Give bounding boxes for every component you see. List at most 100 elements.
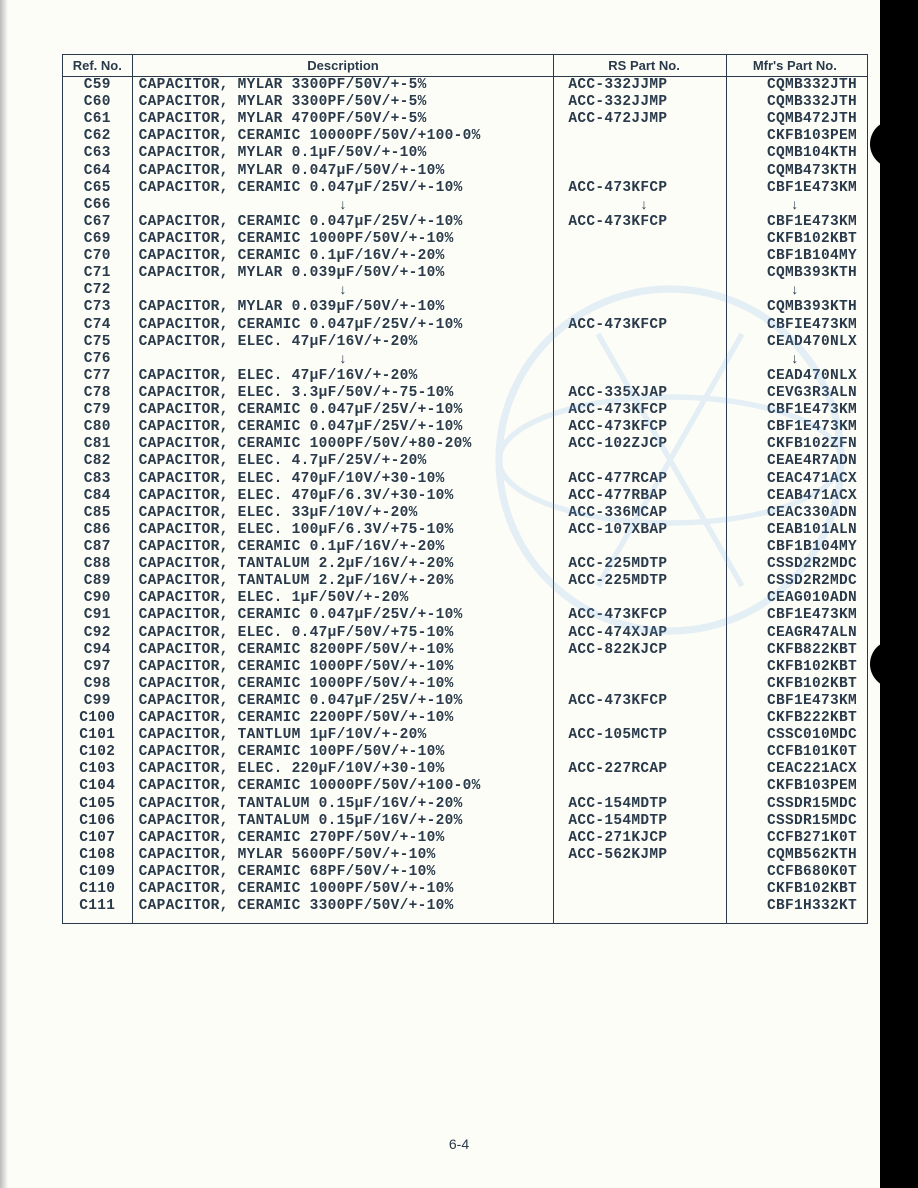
cell-mfrpart: CSSDR15MDC [726, 796, 867, 813]
cell-ref: C84 [63, 488, 133, 505]
cell-rspart: ACC-822KJCP [554, 642, 726, 659]
table-row: C82CAPACITOR, ELEC. 4.7µF/25V/+-20%CEAE4… [63, 453, 868, 470]
cell-desc: CAPACITOR, MYLAR 0.039µF/50V/+-10% [132, 299, 554, 316]
header-mfrpart: Mfr's Part No. [726, 55, 867, 77]
cell-rspart [554, 864, 726, 881]
table-row: C105CAPACITOR, TANTALUM 0.15µF/16V/+-20%… [63, 796, 868, 813]
cell-rspart [554, 368, 726, 385]
cell-desc: CAPACITOR, CERAMIC 0.047µF/25V/+-10% [132, 180, 554, 197]
cell-ref: C87 [63, 539, 133, 556]
table-row: C108CAPACITOR, MYLAR 5600PF/50V/+-10%ACC… [63, 847, 868, 864]
cell-ref: C79 [63, 402, 133, 419]
cell-mfrpart: CQMB472JTH [726, 111, 867, 128]
table-row: C72↓↓ [63, 282, 868, 299]
cell-desc: CAPACITOR, CERAMIC 2200PF/50V/+-10% [132, 710, 554, 727]
table-row: C101CAPACITOR, TANTLUM 1µF/10V/+-20%ACC-… [63, 727, 868, 744]
cell-rspart: ACC-472JJMP [554, 111, 726, 128]
down-arrow-icon: ↓ [568, 199, 719, 213]
cell-rspart [554, 710, 726, 727]
cell-desc: CAPACITOR, CERAMIC 100PF/50V/+-10% [132, 744, 554, 761]
cell-rspart: ACC-562KJMP [554, 847, 726, 864]
table-row: C61CAPACITOR, MYLAR 4700PF/50V/+-5%ACC-4… [63, 111, 868, 128]
cell-rspart [554, 590, 726, 607]
cell-rspart: ACC-473KFCP [554, 317, 726, 334]
cell-desc: CAPACITOR, TANTLUM 1µF/10V/+-20% [132, 727, 554, 744]
page: Ref. No. Description RS Part No. Mfr's P… [0, 0, 918, 1188]
cell-ref: C85 [63, 505, 133, 522]
cell-mfrpart: CKFB102KBT [726, 231, 867, 248]
cell-ref: C78 [63, 385, 133, 402]
cell-mfrpart: CBF1E473KM [726, 419, 867, 436]
table-row: C81CAPACITOR, CERAMIC 1000PF/50V/+80-20%… [63, 436, 868, 453]
table-header: Ref. No. Description RS Part No. Mfr's P… [63, 55, 868, 77]
cell-mfrpart: CKFB102KBT [726, 659, 867, 676]
cell-mfrpart: CBF1E473KM [726, 607, 867, 624]
cell-ref: C67 [63, 214, 133, 231]
cell-ref: C98 [63, 676, 133, 693]
cell-desc: CAPACITOR, ELEC. 4.7µF/25V/+-20% [132, 453, 554, 470]
parts-table: Ref. No. Description RS Part No. Mfr's P… [62, 54, 868, 924]
cell-desc: CAPACITOR, ELEC. 3.3µF/50V/+-75-10% [132, 385, 554, 402]
cell-rspart [554, 231, 726, 248]
table-row: C104CAPACITOR, CERAMIC 10000PF/50V/+100-… [63, 778, 868, 795]
cell-ref: C99 [63, 693, 133, 710]
cell-ref: C60 [63, 94, 133, 111]
cell-ref: C74 [63, 317, 133, 334]
cell-desc: CAPACITOR, CERAMIC 0.047µF/25V/+-10% [132, 607, 554, 624]
cell-ref: C88 [63, 556, 133, 573]
table-row: C63CAPACITOR, MYLAR 0.1µF/50V/+-10%CQMB1… [63, 145, 868, 162]
cell-rspart: ACC-107XBAP [554, 522, 726, 539]
cell-mfrpart: CEAG010ADN [726, 590, 867, 607]
cell-rspart [554, 299, 726, 316]
table-row: C107CAPACITOR, CERAMIC 270PF/50V/+-10%AC… [63, 830, 868, 847]
cell-rspart: ACC-477RBAP [554, 488, 726, 505]
cell-mfrpart: CBF1E473KM [726, 214, 867, 231]
cell-mfrpart: CQMB393KTH [726, 299, 867, 316]
cell-rspart: ACC-473KFCP [554, 607, 726, 624]
cell-desc: CAPACITOR, ELEC. 220µF/10V/+30-10% [132, 761, 554, 778]
cell-mfrpart: CEAB471ACX [726, 488, 867, 505]
cell-rspart [554, 539, 726, 556]
cell-desc: CAPACITOR, CERAMIC 0.047µF/25V/+-10% [132, 214, 554, 231]
cell-mfrpart: CCFB101K0T [726, 744, 867, 761]
table-row: C97CAPACITOR, CERAMIC 1000PF/50V/+-10%CK… [63, 659, 868, 676]
down-arrow-icon: ↓ [733, 284, 857, 298]
cell-ref: C69 [63, 231, 133, 248]
cell-mfrpart: CKFB222KBT [726, 710, 867, 727]
cell-ref: C92 [63, 625, 133, 642]
cell-desc: CAPACITOR, CERAMIC 1000PF/50V/+-10% [132, 231, 554, 248]
cell-mfrpart: CKFB822KBT [726, 642, 867, 659]
cell-rspart: ACC-154MDTP [554, 813, 726, 830]
cell-rspart: ACC-336MCAP [554, 505, 726, 522]
cell-ref: C80 [63, 419, 133, 436]
cell-desc: CAPACITOR, CERAMIC 270PF/50V/+-10% [132, 830, 554, 847]
cell-desc: CAPACITOR, ELEC. 1µF/50V/+-20% [132, 590, 554, 607]
cell-ref: C108 [63, 847, 133, 864]
cell-rspart [554, 248, 726, 265]
cell-mfrpart: CQMB104KTH [726, 145, 867, 162]
cell-rspart: ACC-335XJAP [554, 385, 726, 402]
cell-mfrpart: ↓ [726, 197, 867, 214]
table-row: C65CAPACITOR, CERAMIC 0.047µF/25V/+-10%A… [63, 180, 868, 197]
cell-desc: CAPACITOR, CERAMIC 0.1µF/16V/+-20% [132, 539, 554, 556]
table-row: C75CAPACITOR, ELEC. 47µF/16V/+-20%CEAD47… [63, 334, 868, 351]
cell-ref: C103 [63, 761, 133, 778]
table-row: C77CAPACITOR, ELEC. 47µF/16V/+-20%CEAD47… [63, 368, 868, 385]
cell-mfrpart: CBF1E473KM [726, 180, 867, 197]
cell-desc: CAPACITOR, ELEC. 33µF/10V/+-20% [132, 505, 554, 522]
cell-desc: CAPACITOR, MYLAR 3300PF/50V/+-5% [132, 77, 554, 95]
table-row: C69CAPACITOR, CERAMIC 1000PF/50V/+-10% CK… [63, 231, 868, 248]
cell-ref: C97 [63, 659, 133, 676]
header-rspart: RS Part No. [554, 55, 726, 77]
cell-mfrpart: CQMB332JTH [726, 94, 867, 111]
table-row: C64CAPACITOR, MYLAR 0.047µF/50V/+-10%CQM… [63, 163, 868, 180]
cell-desc: CAPACITOR, CERAMIC 10000PF/50V/+100-0% [132, 128, 554, 145]
cell-desc: ↓ [132, 351, 554, 368]
cell-desc: CAPACITOR, TANTALUM 0.15µF/16V/+-20% [132, 813, 554, 830]
cell-desc: CAPACITOR, ELEC. 100µF/6.3V/+75-10% [132, 522, 554, 539]
table-row: C73CAPACITOR, MYLAR 0.039µF/50V/+-10%CQM… [63, 299, 868, 316]
header-ref: Ref. No. [63, 55, 133, 77]
cell-rspart [554, 265, 726, 282]
cell-mfrpart: CEAGR47ALN [726, 625, 867, 642]
cell-desc: CAPACITOR, MYLAR 3300PF/50V/+-5% [132, 94, 554, 111]
